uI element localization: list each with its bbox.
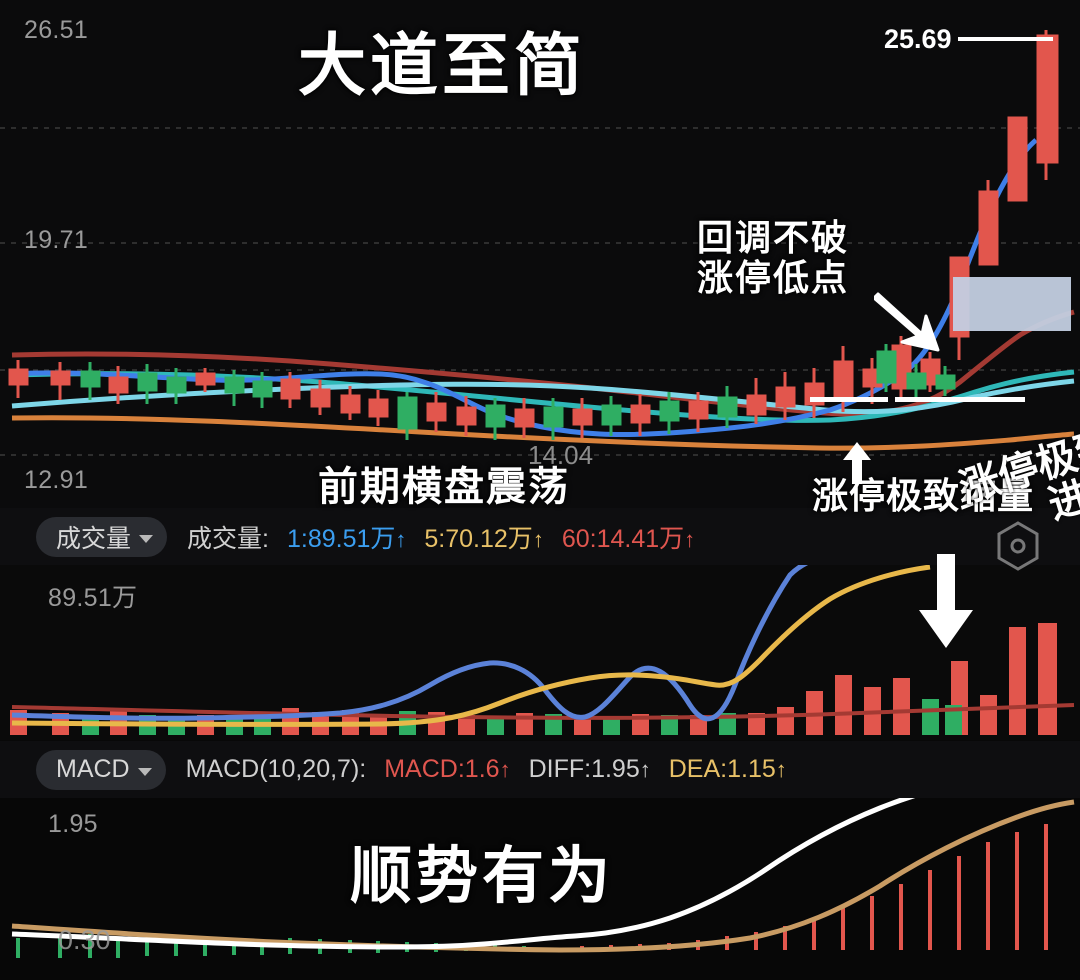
price-axis-label-high: 26.51 xyxy=(24,16,89,44)
last-price-label: 25.69 xyxy=(884,24,952,54)
arrow-down-big-icon xyxy=(919,554,973,648)
volume-ma5: 5:70.12万↑ xyxy=(424,524,544,553)
volume-ma-red xyxy=(11,703,1075,720)
gridlines xyxy=(0,127,1080,456)
macd-chart-svg xyxy=(11,798,1075,958)
annotation-pullback-line1: 回调不破 xyxy=(697,217,850,258)
hexagon-watermark-icon xyxy=(997,521,1039,571)
title-main-overlay: 大道至简 xyxy=(298,28,587,104)
macd-value: MACD:1.6↑ xyxy=(384,755,511,783)
up-arrow-icon: ↑ xyxy=(775,757,787,782)
volume-panel[interactable]: 89.51万 xyxy=(0,565,1080,740)
annotation-sideways: 前期横盘震荡 xyxy=(318,465,570,509)
support-line-left xyxy=(810,397,888,402)
arrow-pullback-icon xyxy=(874,292,940,352)
ma-line-blue xyxy=(11,138,1038,438)
annotation-limit-up: 涨停极致缩量 xyxy=(812,475,1035,516)
volume-indicator-bar[interactable]: 成交量 成交量: 1:89.51万↑ 5:70.12万↑ 60:14.41万↑ xyxy=(0,508,1080,565)
price-candlestick-panel[interactable]: 26.51 19.71 12.91 xyxy=(0,0,1080,508)
price-axis-label-mid: 19.71 xyxy=(24,226,89,254)
up-arrow-icon: ↑ xyxy=(532,526,544,552)
chevron-down-icon[interactable] xyxy=(137,767,152,776)
volume-ma-yellow xyxy=(11,565,931,727)
up-arrow-icon: ↑ xyxy=(395,526,407,552)
price-axis-label-low: 12.91 xyxy=(24,466,89,494)
ma-line-orange xyxy=(11,415,1075,451)
last-price-leader-line xyxy=(958,37,1053,41)
macd-dea-line xyxy=(11,799,1075,953)
volume-ma1: 1:89.51万↑ xyxy=(286,524,407,553)
volume-legend: 成交量: 1:89.51万↑ 5:70.12万↑ 60:14.41万↑ xyxy=(187,519,713,555)
highlight-box xyxy=(953,277,1071,331)
mid-price-label: 14.04 xyxy=(528,440,594,470)
macd-indicator-selector[interactable]: MACD xyxy=(36,749,166,790)
macd-axis-zero-label: 0.30 xyxy=(58,925,111,955)
volume-ma60: 60:14.41万↑ xyxy=(561,524,696,553)
macd-panel[interactable]: 1.95 xyxy=(0,798,1080,980)
up-arrow-icon: ↑ xyxy=(639,757,651,782)
volume-chart-svg xyxy=(10,565,1075,735)
up-arrow-icon: ↑ xyxy=(684,526,696,552)
volume-axis-top-label: 89.51万 xyxy=(48,584,138,612)
macd-chip-label: MACD xyxy=(56,755,130,783)
volume-indicator-selector[interactable]: 成交量 xyxy=(36,516,168,557)
macd-diff-line xyxy=(11,798,916,950)
annotation-pullback-line2: 涨停低点 xyxy=(697,257,850,299)
macd-axis-top-label: 1.95 xyxy=(48,810,98,838)
up-arrow-icon: ↑ xyxy=(499,757,511,782)
volume-legend-prefix: 成交量: xyxy=(187,524,269,553)
volume-ma-blue xyxy=(11,565,809,722)
macd-indicator-bar[interactable]: MACD MACD(10,20,7): MACD:1.6↑ DIFF:1.95↑… xyxy=(0,741,1080,798)
diff-value: DIFF:1.95↑ xyxy=(528,755,651,783)
support-line-right xyxy=(895,397,1025,402)
macd-legend-prefix: MACD(10,20,7): xyxy=(185,755,367,783)
title-bottom-overlay: 顺势有为 xyxy=(350,842,615,911)
annotation-pullback: 回调不破 涨停低点 xyxy=(697,217,850,299)
arrow-up-small-icon xyxy=(843,442,871,484)
volume-chip-label: 成交量 xyxy=(56,524,132,553)
macd-legend: MACD(10,20,7): MACD:1.6↑ DIFF:1.95↑ DEA:… xyxy=(186,755,805,784)
chevron-down-icon[interactable] xyxy=(139,534,154,543)
dea-value: DEA:1.15↑ xyxy=(668,755,787,783)
